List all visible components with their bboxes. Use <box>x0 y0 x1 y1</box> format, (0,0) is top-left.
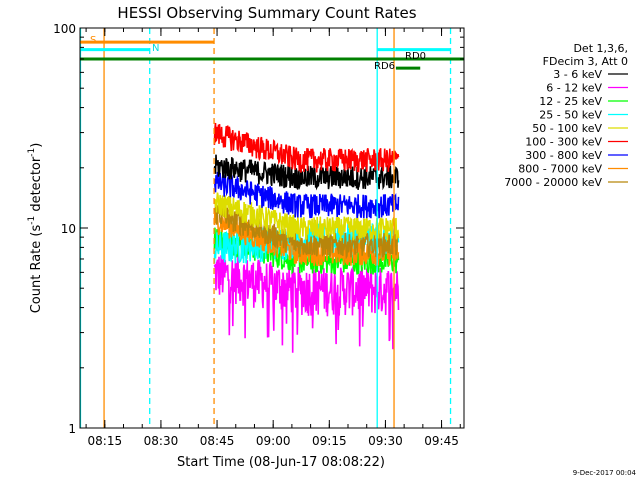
y-label-end: ) <box>29 143 44 148</box>
legend-label-5: 100 - 300 keV <box>525 136 602 149</box>
y-label-mid: detector <box>29 156 44 216</box>
series-line-6 <box>213 171 400 219</box>
series-line-4 <box>213 192 400 242</box>
flag-n-label: N <box>152 43 159 54</box>
y-tick-label-1: 10 <box>61 222 76 236</box>
x-tick-label-0: 08:15 <box>88 434 123 448</box>
legend-header-1: Det 1,3,6, <box>573 42 628 55</box>
legend-label-3: 25 - 50 keV <box>539 109 602 122</box>
x-tick-label-2: 08:45 <box>200 434 235 448</box>
x-tick-label-5: 09:30 <box>368 434 403 448</box>
legend-label-6: 300 - 800 keV <box>525 149 602 162</box>
x-axis-label: Start Time (08-Jun-17 08:08:22) <box>177 455 385 470</box>
x-tick-label-6: 09:45 <box>424 434 459 448</box>
flag-rd6-label: RD6 <box>374 61 395 72</box>
legend-label-7: 800 - 7000 keV <box>518 163 602 176</box>
traces-layer <box>213 122 400 353</box>
series-line-0 <box>213 154 400 191</box>
series-line-5 <box>213 122 400 173</box>
y-axis-label: Count Rate (s-1 detector-1) <box>27 143 44 314</box>
y-label-sup2: -1 <box>27 148 37 157</box>
legend-label-1: 6 - 12 keV <box>546 82 602 95</box>
y-label-main: Count Rate (s <box>29 225 44 314</box>
flag-bars <box>80 40 464 70</box>
x-tick-label-4: 09:15 <box>312 434 347 448</box>
flag-rd0-label: RD0 <box>405 51 426 62</box>
y-tick-label-0: 1 <box>68 422 76 436</box>
legend-label-2: 12 - 25 keV <box>539 95 602 108</box>
legend-header-2: FDecim 3, Att 0 <box>543 55 628 68</box>
axis-ticks: 08:15 08:30 08:45 09:00 09:15 09:30 09:45 1 10 10… <box>53 22 464 448</box>
x-tick-label-1: 08:30 <box>144 434 179 448</box>
legend-label-8: 7000 - 20000 keV <box>504 176 602 189</box>
footer-date: 9-Dec-2017 00:04 <box>573 469 637 477</box>
series-line-8 <box>213 203 400 260</box>
legend-label-0: 3 - 6 keV <box>553 68 602 81</box>
legend-label-4: 50 - 100 keV <box>532 122 602 135</box>
y-tick-label-2: 100 <box>53 22 76 36</box>
y-label-sup1: -1 <box>27 216 37 225</box>
chart-title: HESSI Observing Summary Count Rates <box>117 4 416 22</box>
x-tick-label-3: 09:00 <box>256 434 291 448</box>
flag-s-label: S <box>90 35 96 46</box>
